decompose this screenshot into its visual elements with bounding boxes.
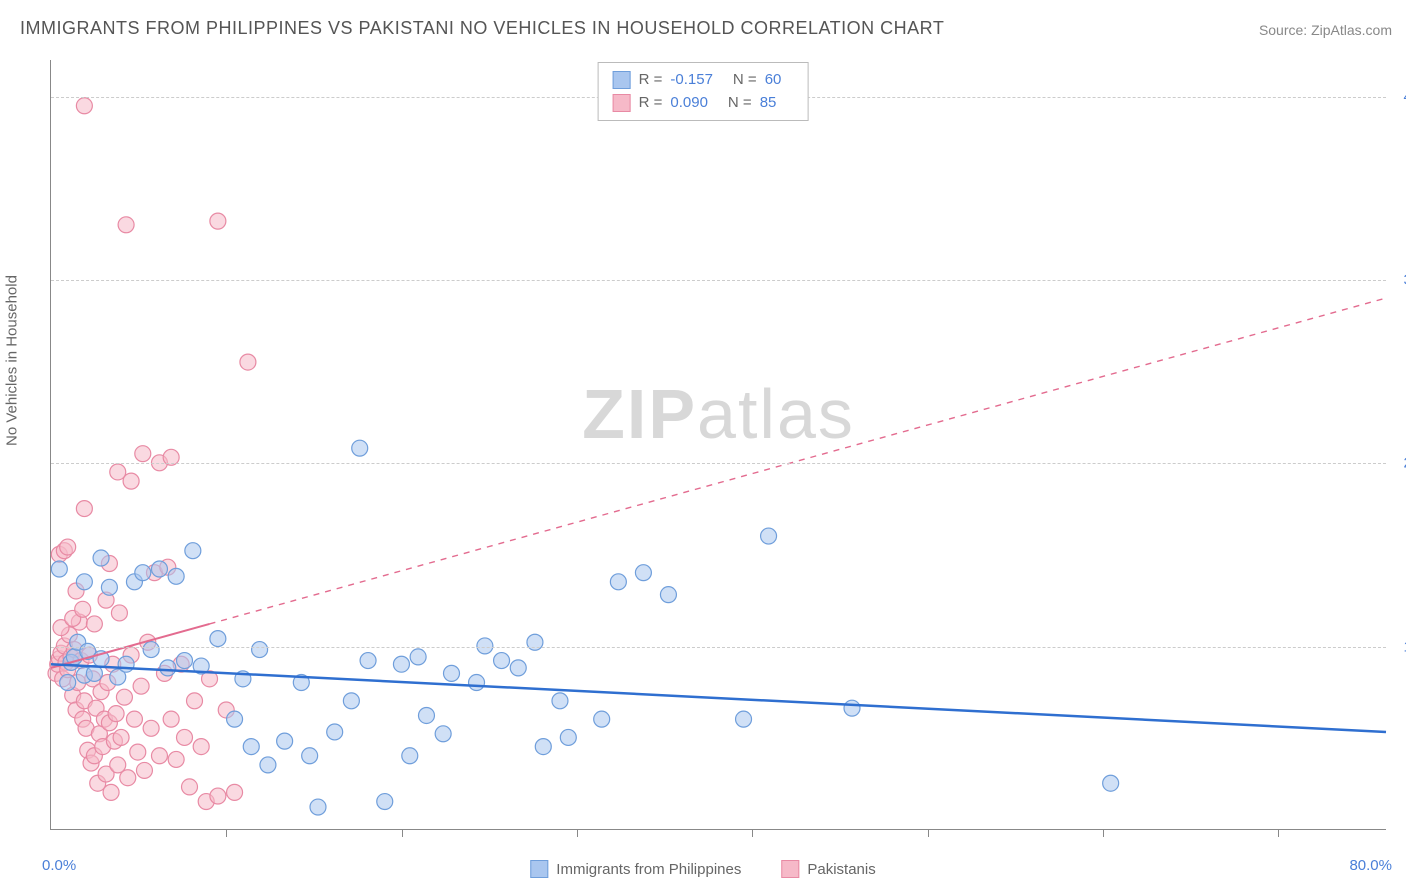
- gridline-y: [51, 280, 1386, 281]
- legend-label-1: Pakistanis: [807, 861, 875, 878]
- n-label-1: N =: [728, 92, 752, 115]
- n-val-0: 60: [765, 69, 782, 92]
- chart-svg: [51, 60, 1386, 829]
- n-label-0: N =: [733, 69, 757, 92]
- chart-title: IMMIGRANTS FROM PHILIPPINES VS PAKISTANI…: [20, 18, 944, 39]
- legend-swatch-0: [530, 860, 548, 878]
- x-tick: [402, 829, 403, 837]
- bottom-legend: Immigrants from Philippines Pakistanis: [530, 860, 875, 878]
- r-val-0: -0.157: [670, 69, 713, 92]
- y-tick-label: 40.0%: [1391, 88, 1406, 105]
- stats-legend: R = -0.157 N = 60 R = 0.090 N = 85: [598, 62, 809, 121]
- x-tick: [752, 829, 753, 837]
- legend-swatch-1: [781, 860, 799, 878]
- y-axis-label: No Vehicles in Household: [4, 275, 21, 446]
- source-label: Source: ZipAtlas.com: [1259, 22, 1392, 38]
- stats-row-1: R = 0.090 N = 85: [613, 92, 794, 115]
- x-tick: [226, 829, 227, 837]
- x-origin-label: 0.0%: [42, 857, 76, 874]
- stats-row-0: R = -0.157 N = 60: [613, 69, 794, 92]
- legend-item-1: Pakistanis: [781, 860, 875, 878]
- gridline-y: [51, 463, 1386, 464]
- gridline-y: [51, 647, 1386, 648]
- y-tick-label: 20.0%: [1391, 455, 1406, 472]
- r-label-1: R =: [639, 92, 663, 115]
- r-val-1: 0.090: [670, 92, 708, 115]
- r-label-0: R =: [639, 69, 663, 92]
- x-tick: [1278, 829, 1279, 837]
- n-val-1: 85: [760, 92, 777, 115]
- x-max-label: 80.0%: [1349, 857, 1392, 874]
- y-tick-label: 30.0%: [1391, 272, 1406, 289]
- legend-label-0: Immigrants from Philippines: [556, 861, 741, 878]
- swatch-1: [613, 94, 631, 112]
- x-tick: [1103, 829, 1104, 837]
- x-tick: [577, 829, 578, 837]
- y-tick-label: 10.0%: [1391, 638, 1406, 655]
- swatch-0: [613, 71, 631, 89]
- legend-item-0: Immigrants from Philippines: [530, 860, 741, 878]
- x-tick: [928, 829, 929, 837]
- plot-area: ZIPatlas 10.0%20.0%30.0%40.0%: [50, 60, 1386, 830]
